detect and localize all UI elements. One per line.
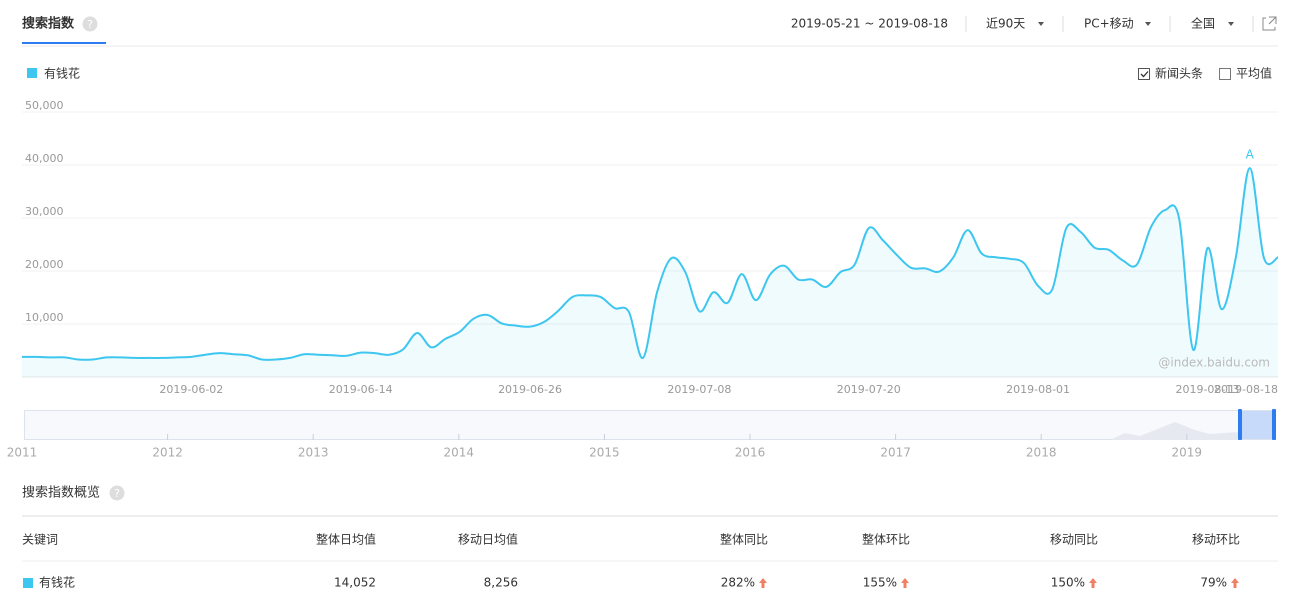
period-select[interactable]: 近90天 [986,17,1025,31]
slider-handle[interactable] [1238,409,1242,440]
x-tick-label: 2019-08-13 [1175,383,1239,396]
check [1140,71,1149,78]
timeline-year: 2017 [880,446,911,460]
tab-title[interactable]: 搜索指数 [22,16,75,32]
option-news[interactable]: 新闻头条 [1155,66,1203,81]
cell: 79% [1200,576,1227,590]
timeline-selection[interactable] [1240,411,1274,439]
timeline-year: 2015 [589,446,620,460]
column-header: 移动环比 [1192,533,1240,547]
date-range[interactable]: 2019-05-21 ~ 2019-08-18 [791,17,948,31]
legend-swatch [27,68,37,78]
cell: 8,256 [484,576,518,590]
help-mark: ? [87,18,93,31]
section-title: 搜索指数概览 [22,485,100,501]
cell: 155% [863,576,897,590]
x-tick-label: 2019-07-20 [837,383,901,396]
tab-underline [22,42,106,44]
column-header: 整体日均值 [316,532,376,547]
legend-label[interactable]: 有钱花 [44,66,80,81]
timeline-mini [1110,422,1240,440]
checkbox-checked[interactable] [1138,68,1150,80]
option-average[interactable]: 平均值 [1236,66,1272,81]
device-select[interactable]: PC+移动 [1084,17,1134,31]
caret [1038,22,1044,26]
cell: 282% [721,576,755,590]
region-select[interactable]: 全国 [1191,16,1215,31]
timeline-year: 2019 [1172,446,1203,460]
up-arrow [1231,578,1239,588]
x-tick-label: 2019-07-08 [667,383,731,396]
watermark: @index.baidu.com [1158,356,1270,370]
up-arrow [901,578,909,588]
x-tick-label: 2019-06-02 [159,383,223,396]
x-tick-label: 2019-08-18 [1214,383,1278,396]
y-tick-label: 50,000 [25,99,64,112]
x-tick-label: 2019-08-01 [1006,383,1070,396]
caret [1228,22,1234,26]
share-icon[interactable] [1262,16,1277,31]
caret [1145,22,1151,26]
slider-handle[interactable] [1272,409,1276,440]
timeline-year: 2018 [1026,446,1057,460]
column-header: 移动日均值 [458,532,518,547]
y-tick-label: 20,000 [25,258,64,271]
x-tick-label: 2019-06-14 [329,383,393,396]
column-header: 整体同比 [720,532,768,547]
timeline-year: 2011 [7,446,38,460]
keyword-swatch [23,578,33,588]
column-header: 整体环比 [862,532,910,547]
keyword: 有钱花 [39,575,75,590]
x-tick-label: 2019-06-26 [498,383,562,396]
y-tick-label: 10,000 [25,311,64,324]
series [22,167,1278,377]
annotation: A [1246,148,1255,162]
area [22,168,1278,377]
up-arrow [1089,578,1097,588]
checkbox[interactable] [1219,68,1231,80]
cell: 150% [1051,576,1085,590]
cell: 14,052 [334,576,376,590]
help-icon[interactable] [109,485,125,501]
column-header: 关键词 [22,533,58,547]
y-tick-label: 40,000 [25,152,64,165]
timeline-year: 2016 [735,446,766,460]
timeline-year: 2014 [444,446,475,460]
up-arrow [759,578,767,588]
timeline-year: 2013 [298,446,329,460]
help-icon[interactable] [82,16,98,32]
y-tick-label: 30,000 [25,205,64,218]
column-header: 移动同比 [1050,533,1098,547]
timeline-slider[interactable] [24,410,1276,440]
timeline-year: 2012 [152,446,183,460]
line [22,167,1278,361]
help-mark: ? [114,487,120,500]
